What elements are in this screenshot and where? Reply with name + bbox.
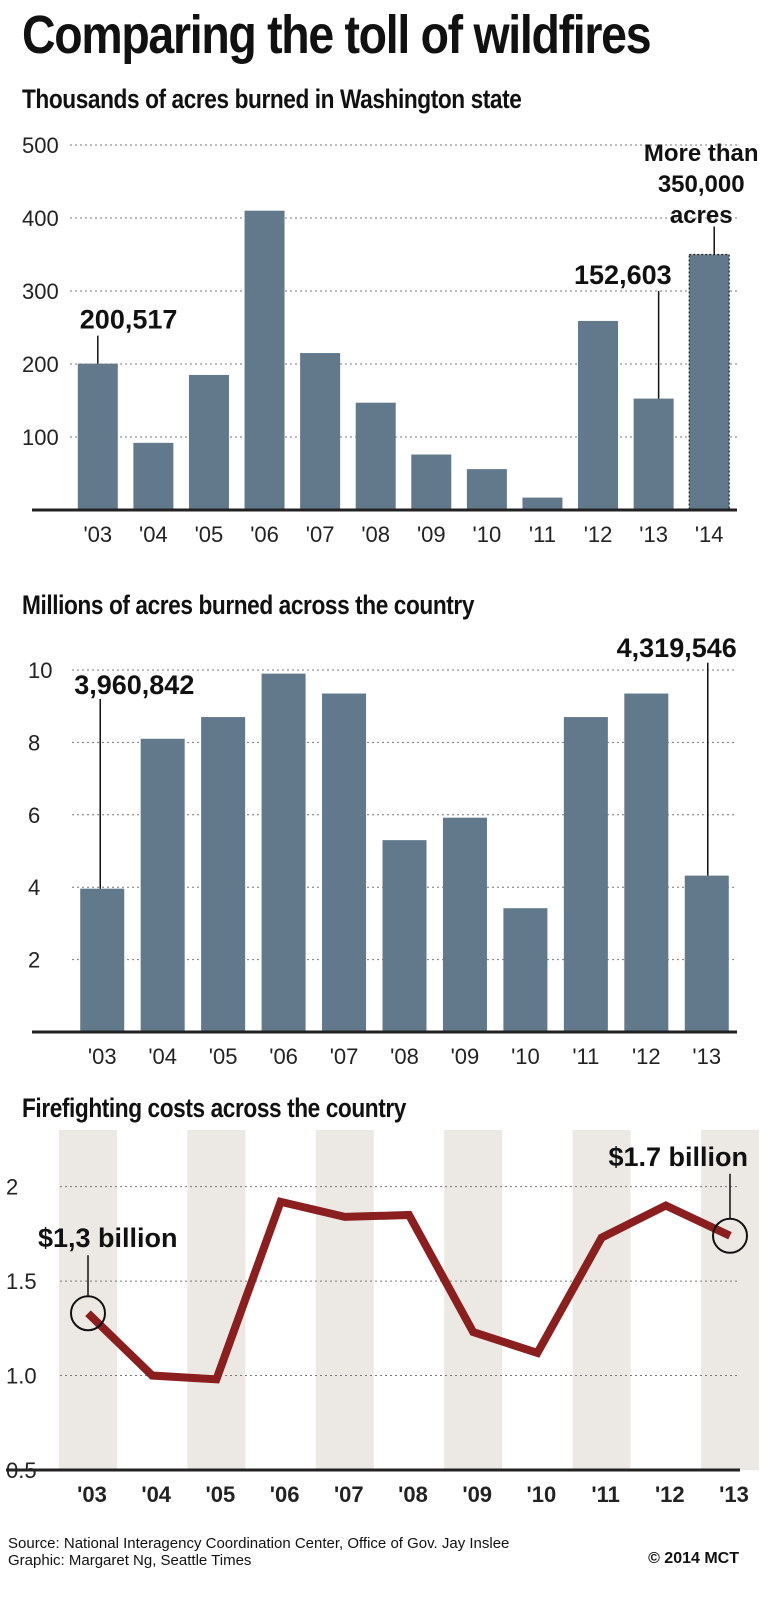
x-tick-label: '06 <box>270 1482 300 1507</box>
bar <box>633 398 674 510</box>
bar <box>503 908 548 1032</box>
column-band <box>187 1130 246 1470</box>
x-tick-label: '03 <box>88 1044 117 1069</box>
x-tick-label: '13 <box>692 1044 721 1069</box>
x-tick-label: '03 <box>83 522 112 547</box>
bar <box>688 253 730 511</box>
bar <box>201 717 246 1032</box>
y-tick-label: 100 <box>22 425 59 450</box>
bar <box>300 353 341 510</box>
x-tick-label: '05 <box>195 522 224 547</box>
annotation-label: $1,3 billion <box>38 1223 178 1253</box>
x-tick-label: '10 <box>473 522 502 547</box>
column-band <box>315 1130 374 1470</box>
x-tick-label: '12 <box>655 1482 685 1507</box>
bar <box>466 469 507 510</box>
x-tick-label: '05 <box>209 1044 238 1069</box>
x-tick-label: '09 <box>462 1482 492 1507</box>
y-tick-label: 2 <box>28 948 40 973</box>
y-tick-label: 1.0 <box>6 1364 37 1389</box>
footer-graphic: Graphic: Margaret Ng, Seattle Times <box>8 1552 252 1569</box>
x-tick-label: '12 <box>584 522 613 547</box>
x-tick-label: '08 <box>361 522 390 547</box>
annotation-label: $1.7 billion <box>608 1142 748 1172</box>
x-tick-label: '06 <box>250 522 279 547</box>
y-tick-label: 300 <box>22 279 59 304</box>
y-tick-label: 200 <box>22 352 59 377</box>
annotation-label: acres <box>670 202 733 229</box>
y-tick-label: 1.5 <box>6 1269 37 1294</box>
footer-copyright: © 2014 MCT <box>648 1550 739 1567</box>
x-tick-label: '05 <box>206 1482 236 1507</box>
chart-national-acres: 2 4 6 8 10 '03 '04 '05 '06 '07 '08 '09 '10 '11 '12 '13 3… <box>28 633 737 1069</box>
x-tick-label: '08 <box>390 1044 419 1069</box>
x-tick-label: '14 <box>695 522 724 547</box>
x-tick-label: '07 <box>330 1044 359 1069</box>
bar <box>322 693 367 1032</box>
x-tick-label: '09 <box>451 1044 480 1069</box>
page-title: Comparing the toll of wildfires <box>22 5 652 65</box>
footer-source: Source: National Interagency Coordinatio… <box>8 1535 510 1552</box>
bar <box>188 374 229 510</box>
annotation-label: 350,000 <box>658 171 745 198</box>
bar <box>684 875 729 1032</box>
bar <box>244 210 285 510</box>
x-tick-label: '06 <box>269 1044 298 1069</box>
bar <box>624 693 669 1032</box>
y-tick-label: 2 <box>6 1175 18 1200</box>
chart-firefighting-costs: 0.51.01.52'03'04'05'06'07'08'09'10'11'12… <box>6 1130 759 1507</box>
x-tick-label: '13 <box>719 1482 749 1507</box>
column-band <box>572 1130 631 1470</box>
bar <box>411 454 452 510</box>
chart-washington-acres: 100 200 300 400 500 '03 '04 '05 '06 '07 '08 '09 '10 '… <box>22 133 759 547</box>
x-tick-label: '10 <box>527 1482 557 1507</box>
annotation-label: 200,517 <box>80 305 178 335</box>
bar <box>522 497 563 510</box>
annotation-label: 152,603 <box>574 260 672 290</box>
x-tick-label: '08 <box>398 1482 428 1507</box>
bar <box>355 402 396 510</box>
y-tick-label: 8 <box>28 730 40 755</box>
x-tick-label: '07 <box>334 1482 364 1507</box>
annotation-label: 4,319,546 <box>617 633 737 663</box>
bar <box>140 738 185 1032</box>
annotation-circle <box>712 1217 748 1254</box>
x-tick-label: '03 <box>77 1482 107 1507</box>
x-tick-label: '04 <box>148 1044 177 1069</box>
y-tick-label: 400 <box>22 206 59 231</box>
x-tick-label: '07 <box>306 522 335 547</box>
annotation-label: More than <box>644 140 759 167</box>
bar <box>261 673 306 1032</box>
x-tick-label: '11 <box>572 1044 599 1069</box>
x-tick-label: '04 <box>139 522 168 547</box>
x-tick-label: '11 <box>529 522 556 547</box>
bar <box>442 817 487 1032</box>
y-tick-label: 10 <box>28 658 52 683</box>
bar <box>578 320 619 510</box>
x-tick-label: '13 <box>639 522 668 547</box>
y-tick-label: 6 <box>28 803 40 828</box>
chart-3-title: Firefighting costs across the country <box>22 1093 406 1123</box>
x-tick-label: '12 <box>632 1044 661 1069</box>
bar <box>382 840 427 1032</box>
bar <box>133 442 174 510</box>
bar <box>77 363 118 510</box>
column-band <box>59 1130 117 1470</box>
x-tick-label: '10 <box>511 1044 540 1069</box>
chart-1-title: Thousands of acres burned in Washington … <box>22 84 522 114</box>
x-tick-label: '09 <box>417 522 446 547</box>
x-tick-label: '04 <box>141 1482 171 1507</box>
bar <box>563 717 608 1032</box>
annotation-label: 3,960,842 <box>74 670 194 700</box>
x-tick-label: '11 <box>591 1482 620 1507</box>
y-tick-label: 4 <box>28 875 40 900</box>
chart-2-title: Millions of acres burned across the coun… <box>22 590 475 620</box>
bar <box>80 888 125 1032</box>
cost-line <box>85 1197 732 1384</box>
y-tick-label: 500 <box>22 133 59 158</box>
